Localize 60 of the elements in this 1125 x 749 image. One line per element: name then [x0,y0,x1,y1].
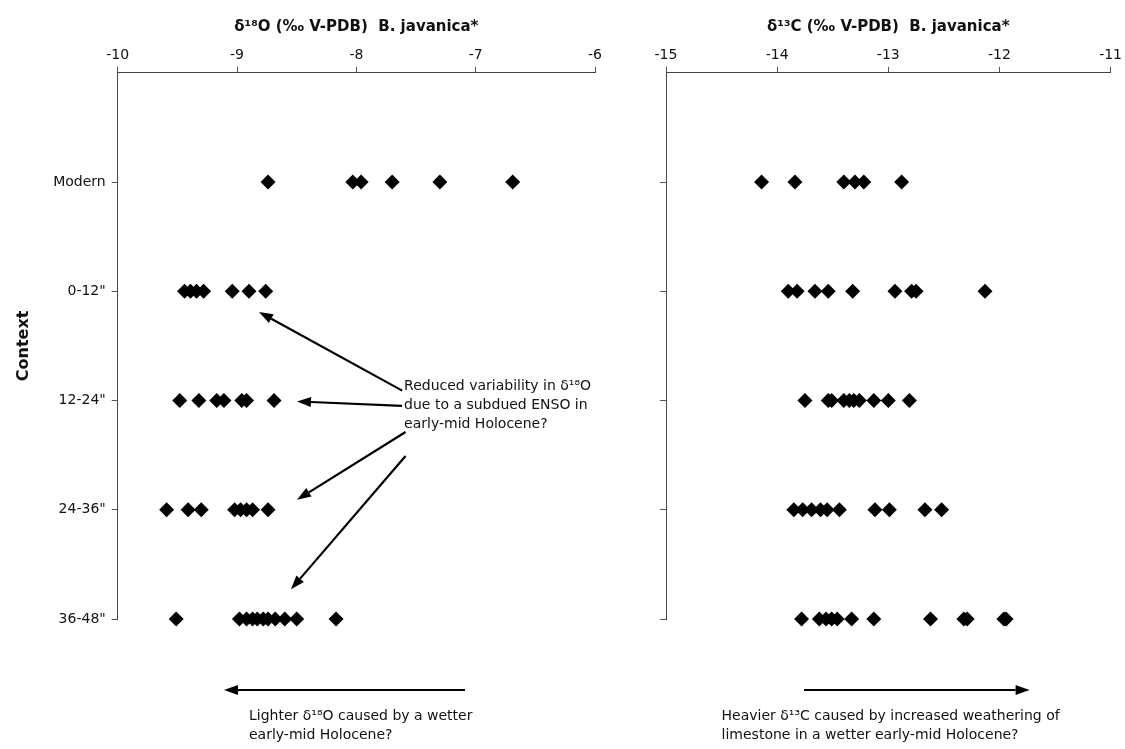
point [505,174,521,190]
x-tick-label: -13 [876,46,900,63]
point [180,502,196,518]
point [224,283,240,299]
point [193,502,209,518]
point [934,502,950,518]
point [807,283,823,299]
x-tick-label: -12 [987,46,1011,63]
y-tick-label: 0-12" [67,281,106,298]
point [258,283,274,299]
point [794,611,810,627]
y-tick-label: 24-36" [58,500,106,517]
point [159,502,175,518]
point [172,393,188,409]
y-axis-title: Context [12,310,32,382]
point [880,393,896,409]
x-tick-label: -8 [349,46,364,63]
point [384,174,400,190]
x-axis-title: δ¹⁸O (‰ V-PDB) B. javanica* [234,16,479,35]
point [901,393,917,409]
x-tick-label: -14 [765,46,789,63]
point [266,393,282,409]
point [831,502,847,518]
x-tick-label: -6 [588,46,603,63]
point [797,393,813,409]
point [432,174,448,190]
y-tick-label: Modern [53,172,106,189]
point [844,611,860,627]
x-tick-label: -9 [230,46,245,63]
point [866,393,882,409]
point [289,611,305,627]
x-axis-title: δ¹³C (‰ V-PDB) B. javanica* [767,16,1010,35]
annotation: Reduced variability in δ¹⁸O due to a subdued ENSO in early-mid Holocene? [404,376,593,434]
point [820,283,836,299]
point [845,283,861,299]
point [260,174,276,190]
point [867,502,883,518]
y-tick-label: 36-48" [58,609,106,626]
x-tick-label: -15 [654,46,678,63]
y-tick-label: 12-24" [58,391,106,408]
point [754,174,770,190]
point [887,283,903,299]
point [977,283,993,299]
point [241,283,257,299]
point [191,393,207,409]
x-tick-label: -7 [468,46,483,63]
point [923,611,939,627]
point [917,502,933,518]
point [328,611,344,627]
text: Heavier δ¹³C caused by increased weathering of limestone in a wetter early-mid Holocene? [721,706,1061,745]
text: Lighter δ¹⁸O caused by a wetter early-mid Holocene? [248,706,474,745]
point [787,174,803,190]
point [866,611,882,627]
x-tick-label: -11 [1099,46,1122,63]
point [260,502,276,518]
point [168,611,184,627]
point [836,174,852,190]
x-tick-label: -10 [106,46,130,63]
point [881,502,897,518]
point [894,174,910,190]
